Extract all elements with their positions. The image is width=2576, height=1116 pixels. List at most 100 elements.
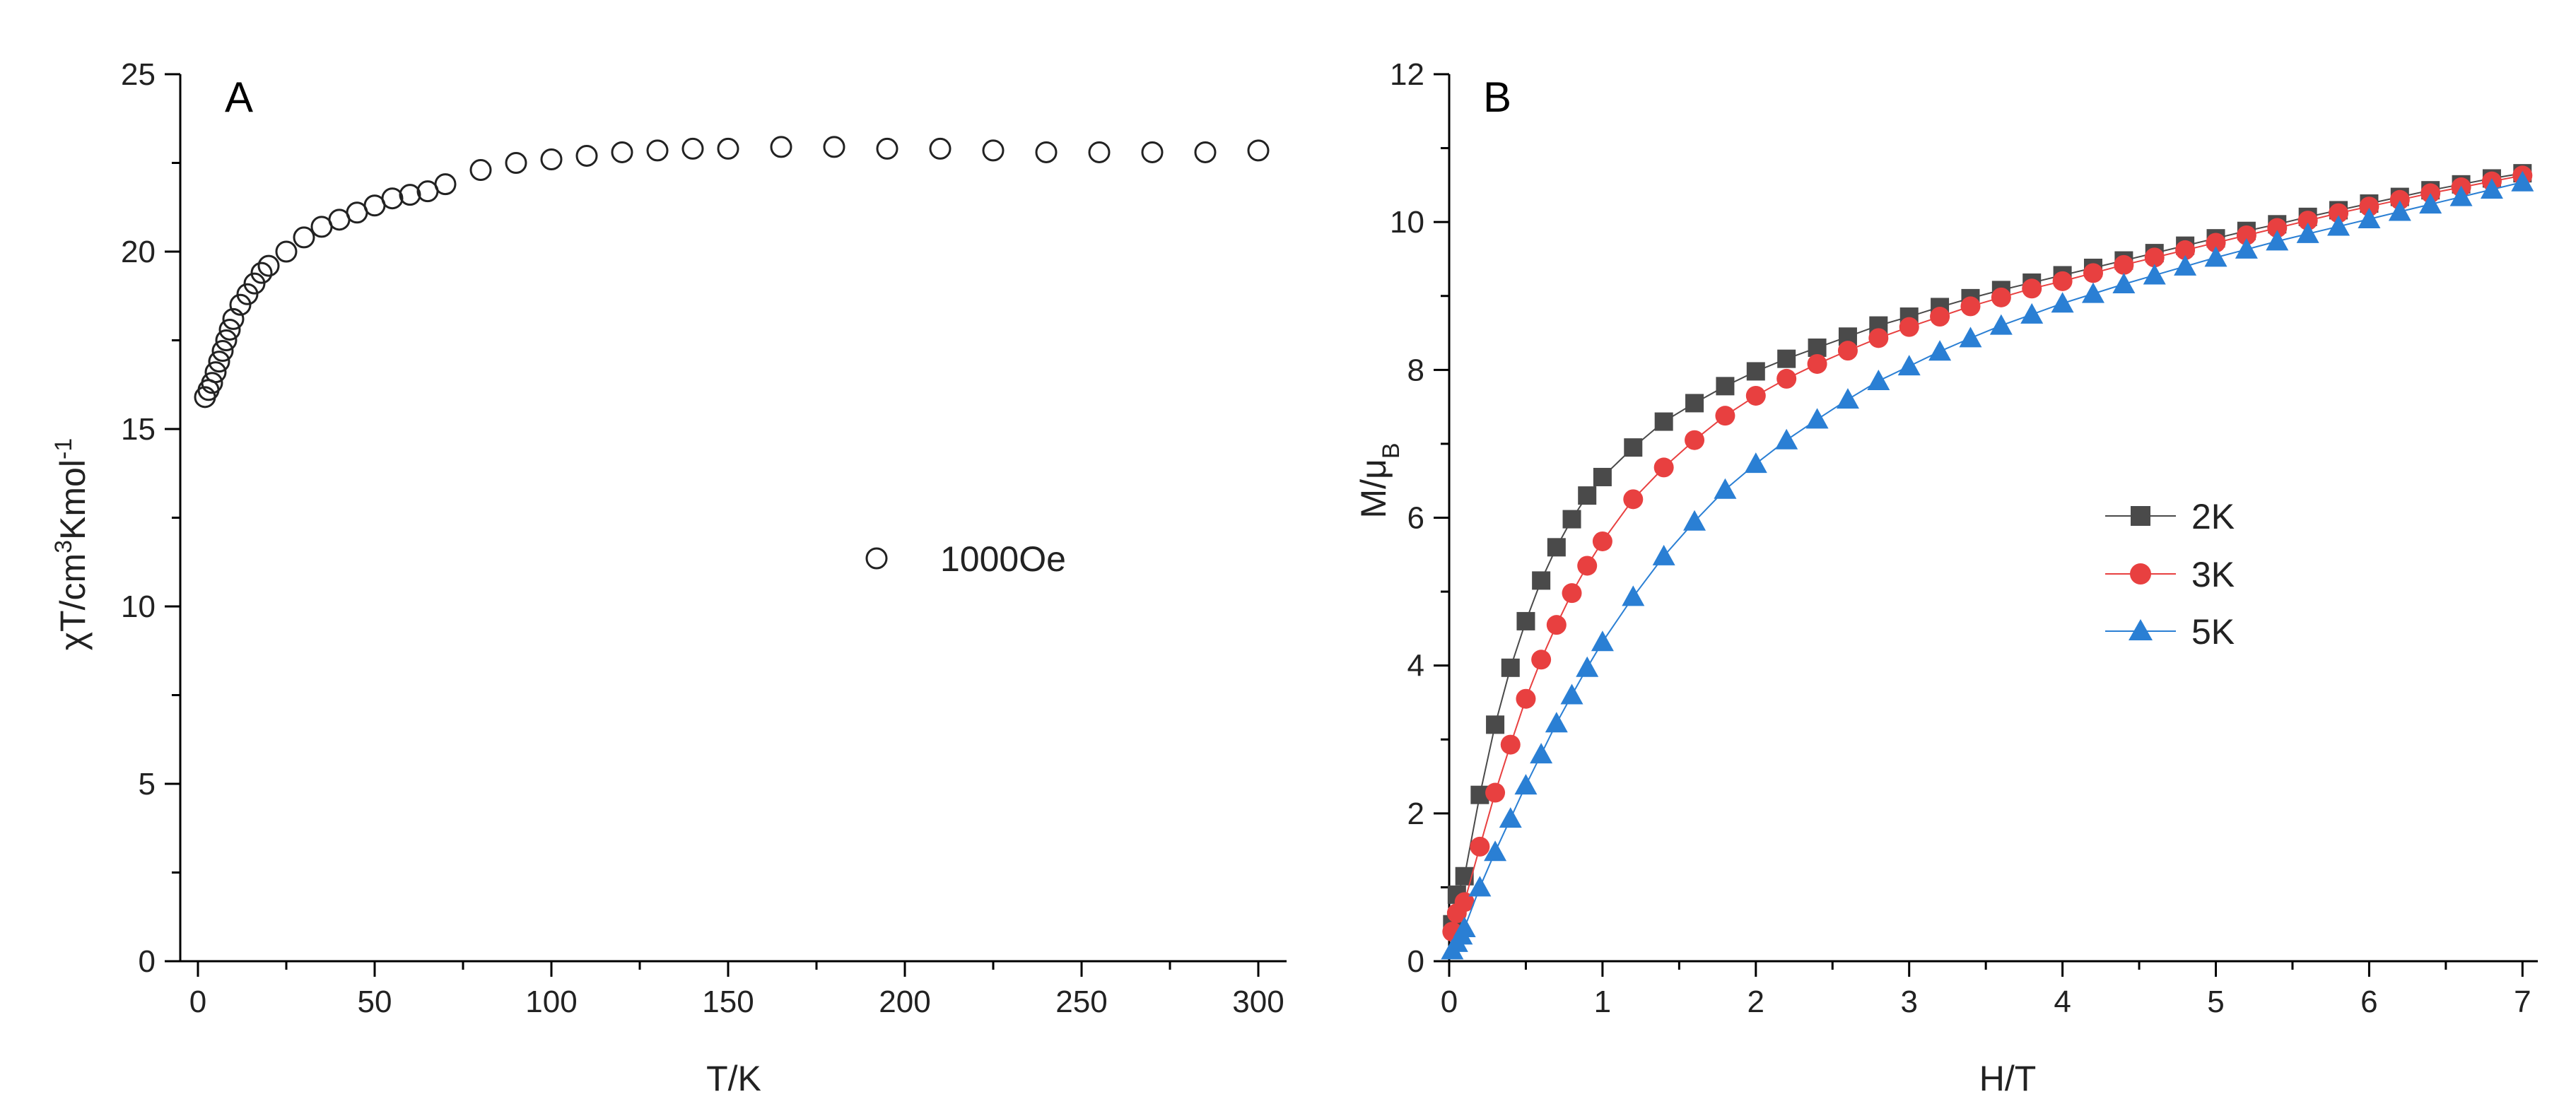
panel-b-point-2k xyxy=(1501,658,1520,677)
panel-a-x-tick-label: 50 xyxy=(358,985,392,1019)
legend-marker-2k xyxy=(2131,506,2150,526)
panel-b-point-5k xyxy=(2112,273,2136,294)
panel-b-y-tick-label: 6 xyxy=(1407,501,1424,536)
panel-b-point-3k xyxy=(1546,615,1567,635)
panel-b-x-tick-label: 1 xyxy=(1594,985,1611,1019)
panel-b-point-3k xyxy=(1960,296,1981,317)
panel-a-x-tick-label: 200 xyxy=(879,985,930,1019)
panel-a-point-1000oe xyxy=(236,283,259,305)
panel-b-point-2k xyxy=(1777,349,1796,368)
panel-b-x-tick-label: 5 xyxy=(2207,985,2224,1019)
panel-a-point-1000oe xyxy=(982,139,1005,162)
panel-a-point-1000oe xyxy=(222,307,245,330)
panel-b-point-3k xyxy=(1531,650,1552,670)
panel-b-series-line-5k xyxy=(1451,181,2523,951)
panel-b-point-5k xyxy=(1545,712,1568,733)
panel-a-x-tick-label: 250 xyxy=(1055,985,1107,1019)
legend-marker-3k xyxy=(2130,563,2151,585)
panel-a-point-1000oe xyxy=(876,137,898,160)
panel-a-legend: 1000Oe xyxy=(865,539,1066,579)
panel-b-point-2k xyxy=(1532,571,1551,590)
panel-a-point-1000oe xyxy=(681,137,704,160)
panel-b-point-3k xyxy=(1516,688,1536,709)
panel-b-x-tick-label: 0 xyxy=(1441,985,1458,1019)
panel-b-point-3k xyxy=(1562,583,1582,604)
panel-b-point-3k xyxy=(1776,368,1797,389)
panel-b-point-3k xyxy=(1868,328,1889,348)
panel-a-y-tick-label: 20 xyxy=(121,235,156,269)
panel-b-point-5k xyxy=(1867,370,1890,391)
panel-b-point-2k xyxy=(1562,510,1581,529)
panel-b-x-tick-label: 4 xyxy=(2054,985,2071,1019)
panel-b-x-axis-title: H/T xyxy=(1979,1059,2037,1098)
panel-a-point-1000oe xyxy=(770,136,792,158)
panel-b-point-5k xyxy=(1959,327,1982,348)
panel-a-point-1000oe xyxy=(211,340,234,363)
panel-b-y-tick-label: 0 xyxy=(1407,944,1424,979)
panel-b-point-3k xyxy=(1500,734,1521,755)
panel-a-x-tick-label: 0 xyxy=(189,985,206,1019)
panel-b-point-3k xyxy=(2389,189,2410,210)
panel-b-point-5k xyxy=(2235,237,2258,259)
panel-a-x-tick-label: 150 xyxy=(702,985,754,1019)
panel-b-point-5k xyxy=(2051,292,2074,313)
panel-b-point-5k xyxy=(1652,544,1675,565)
panel-b-point-2k xyxy=(1516,611,1535,630)
panel-a-y-tick-label: 25 xyxy=(121,57,156,92)
panel-b-x-tick-label: 6 xyxy=(2360,985,2377,1019)
panel-a-point-1000oe xyxy=(1088,141,1111,163)
panel-a-point-1000oe xyxy=(243,272,266,295)
panel-b-point-5k xyxy=(2388,200,2411,221)
panel-b-point-2k xyxy=(1808,338,1827,357)
panel-a-y-tick-label: 5 xyxy=(139,767,156,801)
panel-b-point-3k xyxy=(2206,233,2226,253)
panel-a-point-1000oe xyxy=(201,372,223,394)
panel-b-point-5k xyxy=(1468,876,1492,897)
panel-b-point-5k xyxy=(2266,230,2289,251)
panel-b-point-5k xyxy=(2480,178,2503,199)
panel-b-point-5k xyxy=(1453,916,1476,937)
panel-b-point-3k xyxy=(2329,203,2349,223)
panel-b-point-3k xyxy=(2083,263,2103,283)
panel-b-point-3k xyxy=(1454,892,1475,912)
panel-a-x-axis-title: T/K xyxy=(706,1059,761,1098)
legend-label-5k: 5K xyxy=(2191,612,2235,652)
panel-a: 0 50 100 150 200 250 300 0 5 10 15 20 25 A T/K χT/cm… xyxy=(50,57,1287,1098)
panel-b-point-3k xyxy=(2175,240,2196,260)
panel-a-point-1000oe xyxy=(823,136,845,158)
panel-b-point-5k xyxy=(1514,774,1538,795)
panel-a-point-1000oe xyxy=(257,254,280,277)
panel-a-point-1000oe xyxy=(218,318,241,341)
panel-b-point-2k xyxy=(1547,538,1566,557)
panel-b-point-3k xyxy=(1485,782,1506,803)
panel-a-point-1000oe xyxy=(1035,141,1058,163)
panel-b-point-5k xyxy=(1560,683,1583,705)
panel-b-point-2k xyxy=(1746,362,1765,381)
panel-b-point-5k xyxy=(2174,254,2197,276)
panel-b-point-2k xyxy=(1654,412,1673,431)
panel-b-point-3k xyxy=(1837,341,1858,361)
panel-b-point-2k xyxy=(1685,394,1704,413)
panel-b-point-5k xyxy=(2449,185,2473,206)
panel-a-y-tick-label: 0 xyxy=(139,944,156,979)
panel-a-plot-area: 0 50 100 150 200 250 300 0 5 10 15 20 25 xyxy=(121,57,1287,1019)
panel-b-point-5k xyxy=(2327,215,2350,236)
panel-a-point-1000oe xyxy=(293,226,315,249)
panel-a-point-1000oe xyxy=(215,329,238,351)
panel-b-point-5k xyxy=(1836,388,1859,409)
panel-b-point-5k xyxy=(1744,452,1767,474)
panel-b-y-tick-label: 10 xyxy=(1390,205,1424,240)
panel-b-point-3k xyxy=(1653,457,1674,478)
panel-b-point-5k xyxy=(1530,743,1553,764)
panel-a-point-1000oe xyxy=(399,184,421,206)
panel-b-point-3k xyxy=(1685,430,1705,450)
panel-a-point-1000oe xyxy=(540,148,563,170)
panel-b-point-3k xyxy=(2267,218,2288,238)
panel-a-point-1000oe xyxy=(575,144,598,167)
panel-a-legend-marker xyxy=(865,547,888,570)
panel-b-point-5k xyxy=(2143,264,2166,285)
panel-a-point-1000oe xyxy=(208,351,230,373)
legend-item-2k: 2K xyxy=(2105,497,2235,536)
